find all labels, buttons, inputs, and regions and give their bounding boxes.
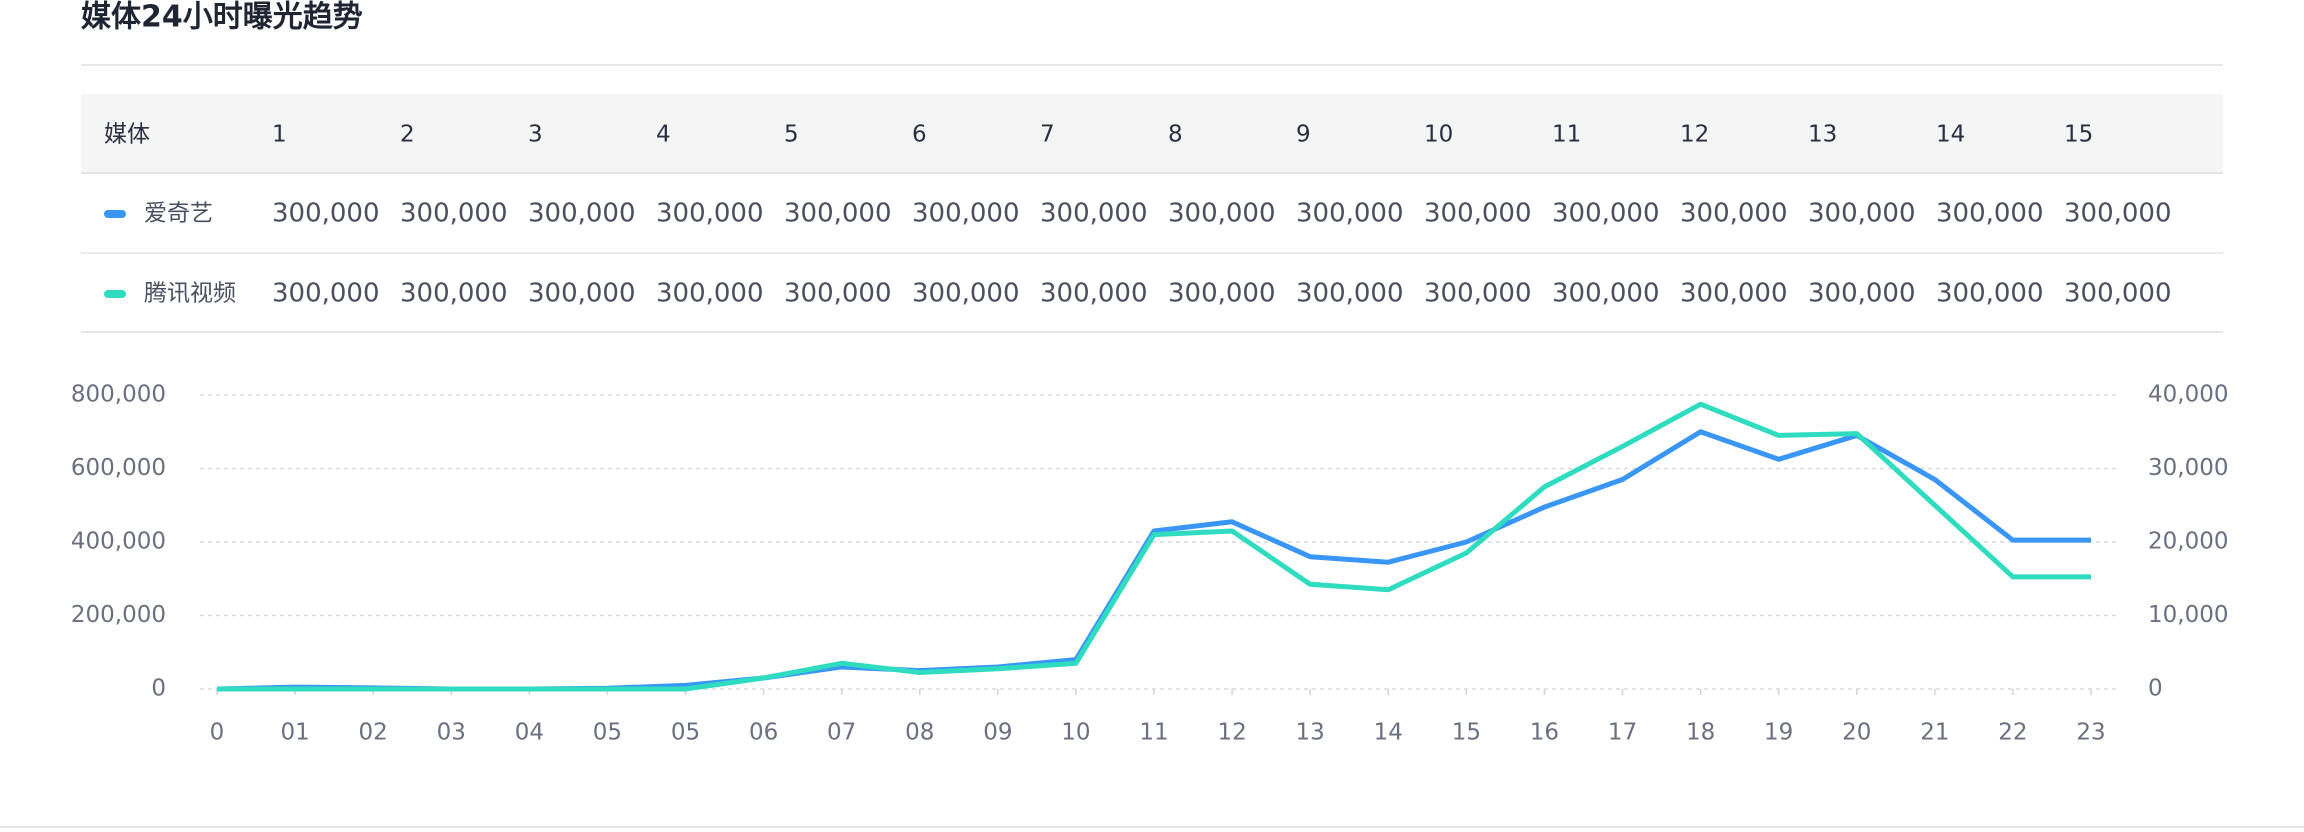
table-cell: 300,000 (1552, 199, 1660, 229)
table-cell: 300,000 (2064, 279, 2172, 309)
section-title: 媒体24小时曝光趋势 (81, 0, 363, 35)
table-cell: 300,000 (2064, 199, 2172, 229)
table-cell: 300,000 (1936, 199, 2044, 229)
x-tick-label: 16 (1530, 720, 1559, 746)
y-tick-label: 800,000 (71, 382, 166, 408)
x-tick-label: 02 (359, 720, 388, 746)
table-cell: 爱奇艺 (144, 201, 213, 227)
table-cell: 300,000 (1168, 199, 1276, 229)
table-header-bg (81, 94, 2223, 173)
y2-tick-label: 10,000 (2148, 602, 2228, 628)
table-cell: 300,000 (1296, 279, 1404, 309)
x-tick-label: 18 (1686, 720, 1715, 746)
table-header-cell: 10 (1424, 122, 1453, 148)
series-line (217, 401, 2091, 692)
table-header-cell: 6 (912, 122, 927, 148)
y-tick-label: 600,000 (71, 455, 166, 481)
table-header-cell: 12 (1680, 122, 1709, 148)
table-header-cell: 5 (784, 122, 799, 148)
table-cell: 300,000 (400, 199, 508, 229)
table-header-cell: 8 (1168, 122, 1183, 148)
table-header-cell: 14 (1936, 122, 1965, 148)
x-tick-label: 13 (1296, 720, 1325, 746)
x-tick-label: 19 (1764, 720, 1793, 746)
table-cell: 300,000 (1808, 279, 1916, 309)
table-cell: 300,000 (1552, 279, 1660, 309)
x-tick-label: 08 (905, 720, 934, 746)
x-tick-label: 20 (1842, 720, 1871, 746)
table-header-cell: 4 (656, 122, 671, 148)
table-header-cell: 7 (1040, 122, 1055, 148)
table-header-cell: 媒体 (104, 122, 150, 148)
x-tick-label: 07 (827, 720, 856, 746)
x-tick-label: 23 (2076, 720, 2105, 746)
table-cell: 300,000 (912, 199, 1020, 229)
table-cell: 300,000 (1936, 279, 2044, 309)
table-cell: 300,000 (1168, 279, 1276, 309)
x-tick-label: 04 (515, 720, 544, 746)
y2-tick-label: 40,000 (2148, 382, 2228, 408)
table-cell: 300,000 (1680, 279, 1788, 309)
x-tick-label: 01 (280, 720, 309, 746)
table-cell: 300,000 (1040, 279, 1148, 309)
table-cell: 300,000 (1296, 199, 1404, 229)
table-cell: 300,000 (528, 279, 636, 309)
table-cell: 300,000 (1424, 279, 1532, 309)
table-cell: 300,000 (400, 279, 508, 309)
series-line (216, 429, 2091, 692)
table-cell: 300,000 (272, 199, 380, 229)
x-tick-label: 09 (983, 720, 1012, 746)
y2-tick-label: 30,000 (2148, 455, 2228, 481)
table-cell: 300,000 (784, 199, 892, 229)
x-tick-label: 10 (1061, 720, 1090, 746)
table-cell: 300,000 (1424, 199, 1532, 229)
table-cell: 300,000 (784, 279, 892, 309)
x-tick-label: 03 (437, 720, 466, 746)
x-tick-label: 21 (1920, 720, 1949, 746)
table-cell: 腾讯视频 (144, 281, 236, 307)
x-tick-label: 15 (1452, 720, 1481, 746)
table-header-cell: 11 (1552, 122, 1581, 148)
table-header-cell: 15 (2064, 122, 2093, 148)
x-tick-label: 12 (1217, 720, 1246, 746)
table-header-cell: 13 (1808, 122, 1837, 148)
x-tick-label: 06 (749, 720, 778, 746)
table-cell: 300,000 (1040, 199, 1148, 229)
x-tick-label: 11 (1139, 720, 1168, 746)
x-tick-label: 22 (1998, 720, 2027, 746)
x-tick-label: 14 (1374, 720, 1403, 746)
table-cell: 300,000 (912, 279, 1020, 309)
y-tick-label: 0 (151, 676, 166, 702)
table-cell: 300,000 (656, 199, 764, 229)
y2-tick-label: 0 (2148, 676, 2163, 702)
table-cell: 300,000 (1680, 199, 1788, 229)
table-cell: 300,000 (656, 279, 764, 309)
x-tick-label: 0 (210, 720, 225, 746)
y-tick-label: 400,000 (71, 529, 166, 555)
table-cell: 300,000 (528, 199, 636, 229)
legend-dot (104, 210, 126, 218)
table-header-cell: 3 (528, 122, 543, 148)
table-cell: 300,000 (1808, 199, 1916, 229)
table-header-cell: 9 (1296, 122, 1311, 148)
x-tick-label: 05 (593, 720, 622, 746)
x-tick-label: 05 (671, 720, 700, 746)
legend-dot (104, 290, 126, 298)
y-tick-label: 200,000 (71, 602, 166, 628)
table-cell: 300,000 (272, 279, 380, 309)
table-header-cell: 1 (272, 122, 287, 148)
table-header-cell: 2 (400, 122, 415, 148)
x-tick-label: 17 (1608, 720, 1637, 746)
y2-tick-label: 20,000 (2148, 529, 2228, 555)
